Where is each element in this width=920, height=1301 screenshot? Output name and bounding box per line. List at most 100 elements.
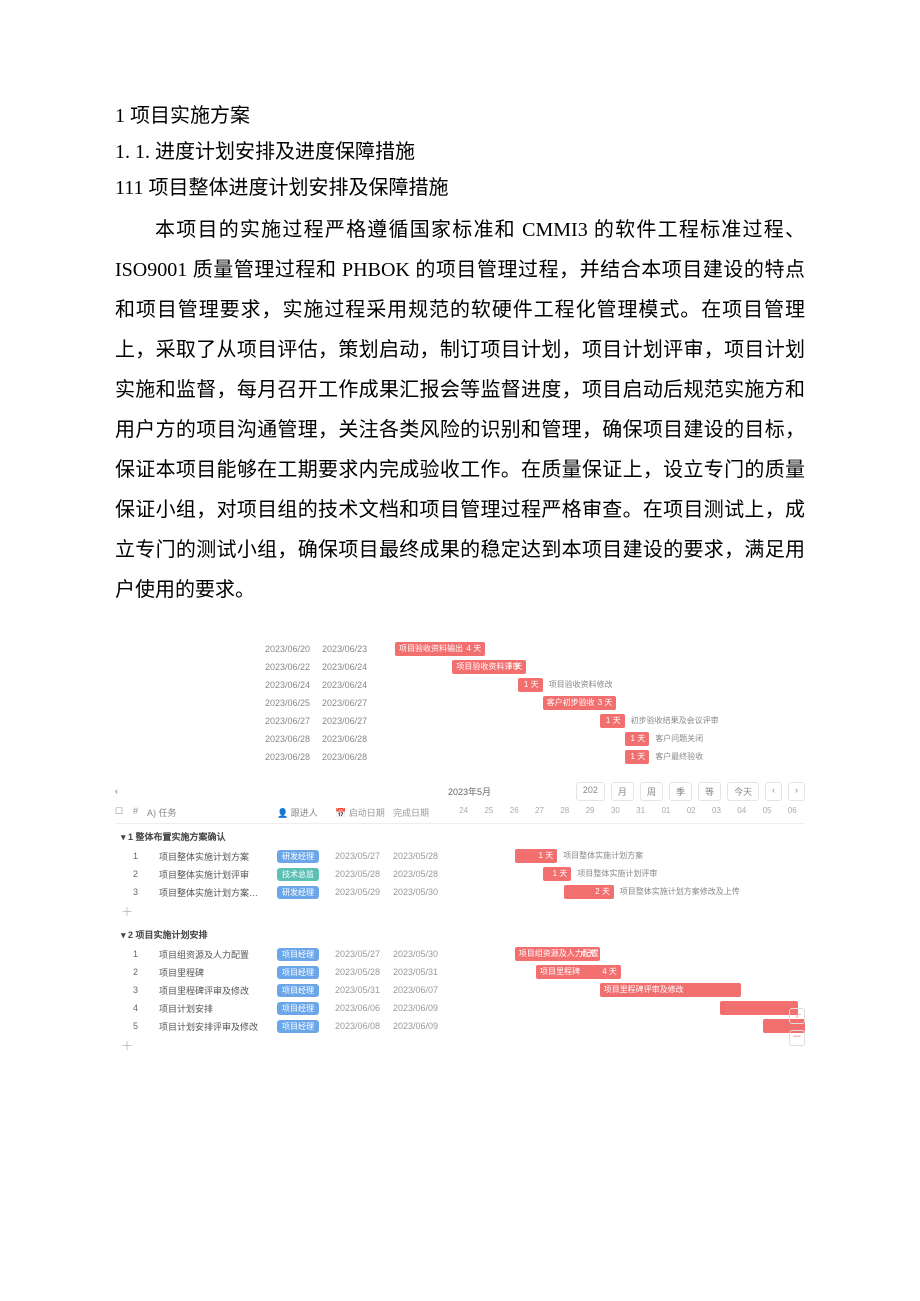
task-row[interactable]: 3项目里程碑评审及修改项目经理2023/05/312023/06/07项目里程碑… bbox=[115, 981, 805, 999]
view-switcher[interactable]: 202 月周季等今天 ‹ › bbox=[576, 782, 805, 801]
start-date: 2023/06/24 bbox=[265, 680, 310, 690]
task-owner: 技术总监 bbox=[277, 868, 335, 881]
end-date: 2023/06/23 bbox=[322, 644, 367, 654]
day-grid: 2425262728293031010203040506 bbox=[451, 806, 805, 819]
day-label: 27 bbox=[527, 806, 552, 819]
task-name: 项目计划安排 bbox=[147, 1002, 277, 1015]
day-label: 30 bbox=[603, 806, 628, 819]
task-start: 2023/06/08 bbox=[335, 1021, 393, 1031]
task-row[interactable]: 4项目计划安排项目经理2023/06/062023/06/09 bbox=[115, 999, 805, 1017]
gantt-bar[interactable]: 客户初步验收3 天 bbox=[543, 696, 617, 710]
end-date: 2023/06/24 bbox=[322, 662, 367, 672]
arrow-left-icon[interactable]: ‹ bbox=[115, 786, 118, 796]
view-option[interactable]: 202 bbox=[576, 782, 605, 801]
month-label: 2023年5月 bbox=[448, 785, 491, 798]
gantt-bar[interactable]: 项目组资源及人力配置4 天 bbox=[515, 947, 600, 961]
heading-3: 111 项目整体进度计划安排及保障措施 bbox=[115, 172, 805, 204]
end-date: 2023/06/24 bbox=[322, 680, 367, 690]
task-start: 2023/05/27 bbox=[335, 851, 393, 861]
row-index: 2 bbox=[133, 869, 147, 879]
add-row-button[interactable]: ＋ bbox=[115, 1035, 805, 1056]
task-row[interactable]: 1项目整体实施计划方案研发经理2023/05/272023/05/281 天项目… bbox=[115, 847, 805, 865]
gantt-top-row: 2023/06/20 2023/06/23 项目验收资料输出4 天 bbox=[265, 640, 805, 658]
day-label: 25 bbox=[476, 806, 501, 819]
row-index: 5 bbox=[133, 1021, 147, 1031]
gantt-top-row: 2023/06/272023/06/271 天初步验收结果及会议评审 bbox=[265, 712, 805, 730]
gantt-bar[interactable]: 2 天项目整体实施计划方案修改及上传 bbox=[564, 885, 614, 899]
checkbox-header[interactable]: ☐ bbox=[115, 806, 133, 819]
section-header[interactable]: ▾ 1 整体布置实施方案确认 bbox=[115, 824, 805, 847]
end-date: 2023/06/28 bbox=[322, 734, 367, 744]
col-owner: 👤 跟进人 bbox=[277, 806, 335, 819]
day-label: 24 bbox=[451, 806, 476, 819]
gantt-bar[interactable]: 项目里程碑4 天 bbox=[536, 965, 621, 979]
task-owner: 研发经理 bbox=[277, 886, 335, 899]
row-index: 1 bbox=[133, 851, 147, 861]
gantt-bar[interactable]: 项目验收资料评审3 天 bbox=[452, 660, 526, 674]
row-index: 1 bbox=[133, 949, 147, 959]
chart-zone bbox=[451, 1001, 805, 1015]
day-label: 04 bbox=[729, 806, 754, 819]
view-option[interactable]: 季 bbox=[669, 782, 692, 801]
task-start: 2023/06/06 bbox=[335, 1003, 393, 1013]
task-row[interactable]: 2项目里程碑项目经理2023/05/282023/05/31项目里程碑4 天 bbox=[115, 963, 805, 981]
day-label: 05 bbox=[754, 806, 779, 819]
gantt-bar[interactable]: 1 天初步验收结果及会议评审 bbox=[600, 714, 625, 728]
gantt-top-section: 2023/06/202023/06/23项目验收资料输出4 天2023/06/2… bbox=[265, 640, 805, 768]
gantt-bar[interactable]: 1 天项目验收资料修改 bbox=[518, 678, 543, 692]
task-owner: 项目经理 bbox=[277, 1020, 335, 1033]
day-label: 06 bbox=[780, 806, 805, 819]
col-end: 完成日期 bbox=[393, 806, 451, 819]
gantt-bar[interactable]: 1 天项目整体实施计划评审 bbox=[543, 867, 571, 881]
gantt-bar[interactable]: 1 天客户问题关闭 bbox=[625, 732, 650, 746]
task-end: 2023/05/31 bbox=[393, 967, 451, 977]
row-index: 3 bbox=[133, 887, 147, 897]
task-end: 2023/06/09 bbox=[393, 1021, 451, 1031]
day-label: 29 bbox=[577, 806, 602, 819]
gantt-bar[interactable]: 项目验收资料输出4 天 bbox=[395, 642, 485, 656]
start-date: 2023/06/20 bbox=[265, 644, 310, 654]
task-row[interactable]: 2项目整体实施计划评审技术总监2023/05/282023/05/281 天项目… bbox=[115, 865, 805, 883]
task-owner: 项目经理 bbox=[277, 984, 335, 997]
zoom-out-icon[interactable]: － bbox=[789, 1030, 805, 1046]
col-task: A) 任务 bbox=[147, 806, 277, 819]
end-date: 2023/06/27 bbox=[322, 716, 367, 726]
heading-2: 1. 1. 进度计划安排及进度保障措施 bbox=[115, 136, 805, 168]
task-end: 2023/05/30 bbox=[393, 949, 451, 959]
task-end: 2023/05/28 bbox=[393, 869, 451, 879]
day-label: 01 bbox=[653, 806, 678, 819]
view-option[interactable]: 等 bbox=[698, 782, 721, 801]
col-idx: # bbox=[133, 806, 147, 819]
view-option[interactable]: 周 bbox=[640, 782, 663, 801]
view-option[interactable]: 月 bbox=[611, 782, 634, 801]
col-start: 📅 启动日期 bbox=[335, 806, 393, 819]
task-name: 项目里程碑 bbox=[147, 966, 277, 979]
section-header[interactable]: ▾ 2 项目实施计划安排 bbox=[115, 922, 805, 945]
task-row[interactable]: 3项目整体实施计划方案…研发经理2023/05/292023/05/302 天项… bbox=[115, 883, 805, 901]
task-end: 2023/06/07 bbox=[393, 985, 451, 995]
task-start: 2023/05/28 bbox=[335, 967, 393, 977]
task-name: 项目整体实施计划评审 bbox=[147, 868, 277, 881]
task-start: 2023/05/28 bbox=[335, 869, 393, 879]
view-option[interactable]: 今天 bbox=[727, 782, 759, 801]
chart-zone bbox=[451, 1019, 805, 1033]
heading-1: 1 项目实施方案 bbox=[115, 100, 805, 132]
gantt-bar[interactable]: 1 天客户最终验收 bbox=[625, 750, 650, 764]
task-row[interactable]: 5项目计划安排评审及修改项目经理2023/06/082023/06/09 bbox=[115, 1017, 805, 1035]
add-row-button[interactable]: ＋ bbox=[115, 901, 805, 922]
task-name: 项目整体实施计划方案… bbox=[147, 886, 277, 899]
gantt-bar[interactable]: 项目里程碑评审及修改 bbox=[600, 983, 742, 997]
task-start: 2023/05/27 bbox=[335, 949, 393, 959]
day-label: 02 bbox=[679, 806, 704, 819]
chart-zone: 项目里程碑4 天 bbox=[451, 965, 805, 979]
task-end: 2023/06/09 bbox=[393, 1003, 451, 1013]
gantt-bar[interactable] bbox=[720, 1001, 798, 1015]
prev-icon[interactable]: ‹ bbox=[765, 782, 782, 801]
zoom-in-icon[interactable]: ＋ bbox=[789, 1008, 805, 1024]
task-row[interactable]: 1项目组资源及人力配置项目经理2023/05/272023/05/30项目组资源… bbox=[115, 945, 805, 963]
next-icon[interactable]: › bbox=[788, 782, 805, 801]
gantt-bar[interactable]: 1 天项目整体实施计划方案 bbox=[515, 849, 557, 863]
task-name: 项目计划安排评审及修改 bbox=[147, 1020, 277, 1033]
task-name: 项目里程碑评审及修改 bbox=[147, 984, 277, 997]
task-end: 2023/05/28 bbox=[393, 851, 451, 861]
